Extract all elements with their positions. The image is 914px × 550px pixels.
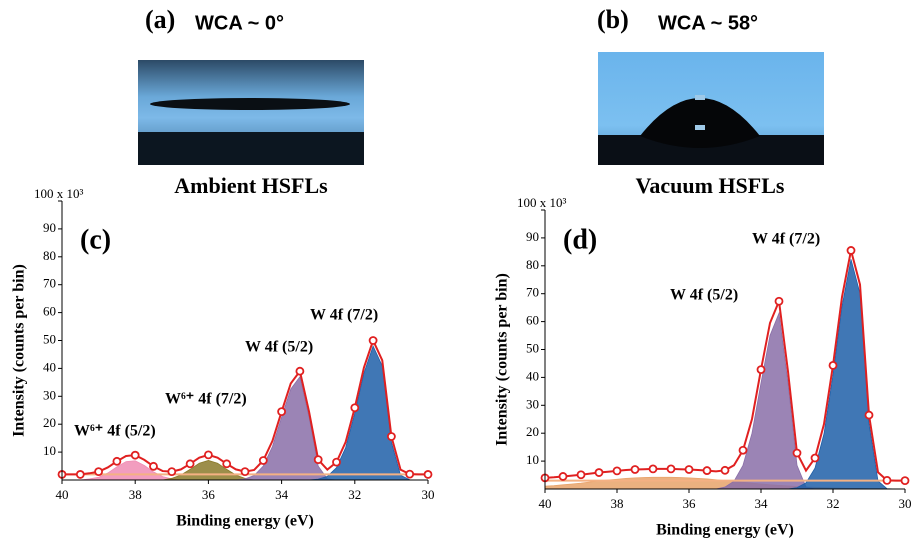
panel-label: (c): [80, 224, 111, 255]
x-axis-label: Binding energy (eV): [176, 513, 314, 530]
envelope-marker: [277, 407, 287, 417]
x-tick-label: 30: [422, 487, 435, 502]
y-tick-label: 90: [43, 220, 56, 235]
envelope-marker: [332, 457, 341, 467]
photo-b: [598, 52, 824, 165]
envelope-marker: [702, 466, 712, 475]
x-tick-label: 34: [275, 487, 289, 502]
envelope-marker: [882, 475, 892, 485]
envelope-marker: [203, 450, 213, 460]
x-tick-label: 34: [755, 496, 769, 511]
x-tick-label: 38: [129, 487, 142, 502]
y-tick-label: 100 x 10³: [34, 186, 84, 201]
y-tick-label: 40: [526, 368, 539, 383]
envelope-marker: [423, 470, 433, 479]
y-tick-label: 70: [526, 285, 539, 300]
x-tick-label: 36: [683, 496, 697, 511]
y-tick-label: 30: [43, 387, 56, 402]
envelope-marker: [558, 472, 568, 481]
envelope-marker: [405, 469, 415, 479]
envelope-marker: [810, 453, 820, 463]
x-tick-label: 40: [539, 496, 552, 511]
panel-label: (d): [563, 224, 597, 255]
x-tick-label: 38: [611, 496, 624, 511]
x-tick-label: 30: [899, 496, 912, 511]
envelope-marker: [295, 366, 305, 376]
envelope-marker: [828, 361, 838, 370]
y-axis-label: Intensity (counts per bin): [494, 273, 511, 446]
envelope-marker: [240, 467, 250, 477]
envelope-marker: [900, 476, 910, 486]
envelope-marker: [594, 468, 604, 477]
x-tick-label: 32: [827, 496, 840, 511]
envelope-marker: [684, 465, 694, 474]
envelope-marker: [75, 470, 85, 479]
peak-annotation: W 4f (7/2): [310, 307, 378, 324]
y-tick-label: 80: [526, 257, 539, 272]
y-tick-label: 100 x 10³: [517, 195, 567, 210]
envelope-marker: [720, 465, 730, 475]
envelope-marker: [666, 464, 676, 474]
peak-annotation: W 4f (7/2): [752, 231, 820, 248]
y-axis-label: Intensity (counts per bin): [11, 264, 28, 437]
peak-annotation: W 4f (5/2): [670, 287, 738, 304]
y-tick-label: 80: [43, 248, 56, 263]
y-tick-label: 30: [526, 396, 539, 411]
photo-label: (b): [597, 5, 629, 34]
envelope-marker: [846, 246, 856, 255]
envelope-marker: [792, 448, 802, 458]
y-tick-label: 40: [43, 359, 56, 374]
envelope-marker: [756, 365, 766, 374]
y-tick-label: 60: [526, 313, 539, 328]
x-tick-label: 40: [56, 487, 69, 502]
photo-title: Vacuum HSFLs: [636, 173, 785, 198]
envelope-marker: [774, 296, 784, 306]
envelope-marker: [386, 432, 396, 441]
y-tick-label: 50: [526, 340, 539, 355]
peak-annotation: W⁶⁺ 4f (5/2): [74, 423, 156, 440]
photo-caption: WCA ~ 58°: [658, 12, 758, 34]
envelope-marker: [222, 459, 232, 469]
envelope-marker: [258, 456, 268, 465]
envelope-marker: [864, 410, 874, 420]
envelope-marker: [630, 465, 640, 474]
photo-label: (a): [145, 5, 175, 34]
envelope-marker: [368, 336, 378, 345]
envelope-marker: [612, 466, 622, 476]
x-axis-label: Binding energy (eV): [656, 522, 794, 539]
y-tick-label: 10: [43, 443, 56, 458]
envelope-marker: [149, 461, 158, 471]
y-tick-label: 60: [43, 304, 56, 319]
x-tick-label: 32: [348, 487, 361, 502]
envelope-marker: [313, 455, 323, 465]
envelope-marker: [130, 450, 140, 460]
envelope-marker: [648, 464, 658, 474]
peak-annotation: W⁶⁺ 4f (7/2): [165, 391, 247, 408]
photo-caption: WCA ~ 0°: [195, 12, 284, 34]
peak-annotation: W 4f (5/2): [245, 339, 313, 356]
y-tick-label: 90: [526, 229, 539, 244]
y-tick-label: 10: [526, 452, 539, 467]
envelope-marker: [112, 456, 122, 466]
envelope-marker: [167, 467, 177, 477]
photo-title: Ambient HSFLs: [174, 173, 328, 198]
y-tick-label: 20: [43, 415, 56, 430]
y-tick-label: 70: [43, 276, 56, 291]
envelope-marker: [576, 470, 586, 480]
envelope-marker: [185, 459, 195, 469]
x-tick-label: 36: [202, 487, 216, 502]
envelope-marker: [94, 467, 103, 477]
envelope-marker: [738, 445, 748, 455]
y-tick-label: 20: [526, 424, 539, 439]
envelope-marker: [350, 403, 360, 413]
photo-a: [138, 60, 364, 165]
y-tick-label: 50: [43, 331, 56, 346]
